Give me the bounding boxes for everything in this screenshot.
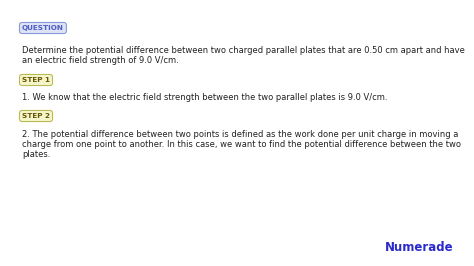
- Text: STEP 1: STEP 1: [22, 77, 50, 83]
- Text: plates.: plates.: [22, 150, 50, 159]
- Text: 1. We know that the electric field strength between the two parallel plates is 9: 1. We know that the electric field stren…: [22, 93, 388, 102]
- Text: charge from one point to another. In this case, we want to find the potential di: charge from one point to another. In thi…: [22, 140, 461, 149]
- Text: STEP 2: STEP 2: [22, 113, 50, 119]
- Text: Numerade: Numerade: [385, 241, 454, 254]
- Text: 2. The potential difference between two points is defined as the work done per u: 2. The potential difference between two …: [22, 130, 458, 139]
- Text: QUESTION: QUESTION: [22, 25, 64, 31]
- Text: an electric field strength of 9.0 V/cm.: an electric field strength of 9.0 V/cm.: [22, 56, 179, 65]
- Text: Determine the potential difference between two charged parallel plates that are : Determine the potential difference betwe…: [22, 46, 465, 55]
